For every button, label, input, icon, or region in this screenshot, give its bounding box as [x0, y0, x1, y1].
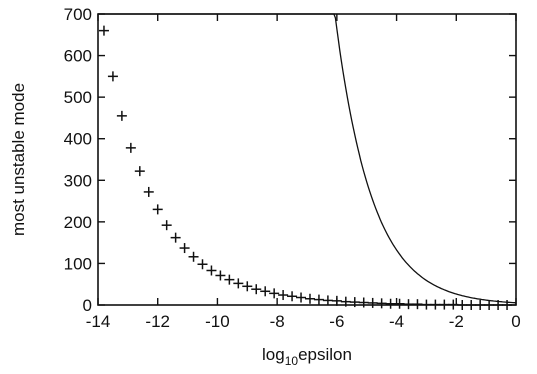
x-tick-label: -6: [329, 312, 344, 331]
y-tick-label: 100: [64, 254, 92, 273]
data-point: [448, 299, 459, 310]
x-axis-label-subscript: 10: [285, 354, 299, 368]
data-point: [224, 274, 235, 285]
data-point: [466, 300, 477, 310]
data-point: [457, 300, 468, 310]
data-point: [296, 292, 307, 303]
data-point: [358, 297, 369, 308]
y-tick-label: 400: [64, 130, 92, 149]
data-point: [304, 293, 315, 304]
y-axis-label: most unstable mode: [9, 83, 28, 236]
data-point: [260, 286, 271, 297]
data-point: [161, 220, 172, 231]
data-point: [269, 288, 280, 299]
x-tick-label: -4: [389, 312, 404, 331]
x-tick-label: -8: [270, 312, 285, 331]
y-tick-label: 300: [64, 171, 92, 190]
data-point: [107, 71, 118, 82]
data-point: [493, 300, 504, 310]
data-point: [116, 110, 127, 121]
data-point: [367, 297, 378, 308]
data-point: [421, 299, 432, 310]
plot-frame: [97, 13, 517, 306]
data-point: [502, 300, 513, 310]
data-point: [430, 299, 441, 310]
data-point: [179, 243, 190, 254]
data-point: [215, 270, 226, 281]
data-point: [188, 251, 199, 262]
y-tick-label: 700: [64, 5, 92, 24]
y-tick-label: 600: [64, 47, 92, 66]
x-tick-label: -12: [145, 312, 170, 331]
data-point: [349, 297, 360, 308]
data-point: [278, 290, 289, 301]
data-point: [197, 259, 208, 270]
data-point: [331, 295, 342, 306]
data-point: [403, 299, 414, 310]
data-series: [98, 13, 517, 310]
data-point: [233, 278, 244, 289]
data-point: [206, 265, 217, 276]
data-point: [322, 295, 333, 306]
data-point: [125, 142, 136, 153]
data-point: [251, 284, 262, 295]
data-point: [412, 299, 423, 310]
data-point: [152, 204, 163, 215]
data-point: [170, 232, 181, 243]
data-point: [484, 300, 495, 310]
x-axis-label-rest: epsilon: [298, 345, 352, 364]
data-point: [98, 25, 109, 36]
x-tick-label: 0: [511, 312, 520, 331]
x-tick-label: -10: [205, 312, 230, 331]
data-point: [313, 294, 324, 305]
axes: -14 -12 -10 -8 -6 -4 -2 0 0 100 200 300 400 500 600 700: [64, 5, 521, 331]
data-point: [475, 300, 486, 310]
data-point: [242, 281, 253, 292]
data-point: [143, 186, 154, 197]
data-point: [439, 299, 450, 310]
data-point: [134, 166, 145, 177]
y-tick-label: 500: [64, 88, 92, 107]
y-tick-label: 200: [64, 213, 92, 232]
data-point: [394, 298, 405, 309]
x-axis-label-base: log: [262, 345, 285, 364]
model-curve: [98, 13, 517, 304]
data-point: [340, 296, 351, 307]
x-axis-label: log10epsilon: [262, 345, 352, 368]
plot-area: [97, 13, 517, 306]
x-tick-label: -2: [449, 312, 464, 331]
data-point: [385, 298, 396, 309]
data-point: [287, 291, 298, 302]
x-tick-label: -14: [86, 312, 111, 331]
data-point: [376, 298, 387, 309]
y-tick-label: 0: [83, 296, 92, 315]
